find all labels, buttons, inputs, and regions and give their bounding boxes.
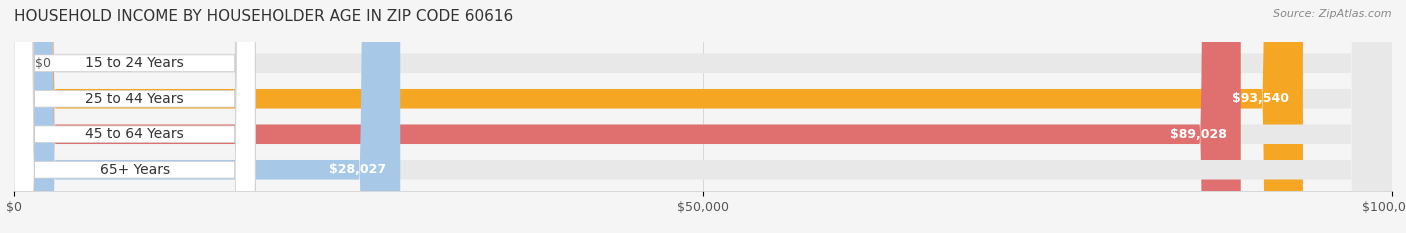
FancyBboxPatch shape [14,0,1303,233]
FancyBboxPatch shape [14,0,256,233]
FancyBboxPatch shape [14,0,1392,233]
Text: HOUSEHOLD INCOME BY HOUSEHOLDER AGE IN ZIP CODE 60616: HOUSEHOLD INCOME BY HOUSEHOLDER AGE IN Z… [14,9,513,24]
FancyBboxPatch shape [14,0,256,233]
FancyBboxPatch shape [14,0,1392,233]
FancyBboxPatch shape [14,0,1392,233]
Text: $28,027: $28,027 [329,163,387,176]
FancyBboxPatch shape [14,0,256,233]
Text: $93,540: $93,540 [1232,92,1289,105]
Text: $0: $0 [35,57,51,70]
FancyBboxPatch shape [14,0,256,233]
FancyBboxPatch shape [14,0,401,233]
Text: 25 to 44 Years: 25 to 44 Years [86,92,184,106]
Text: 45 to 64 Years: 45 to 64 Years [86,127,184,141]
Text: 65+ Years: 65+ Years [100,163,170,177]
FancyBboxPatch shape [14,0,1392,233]
Text: $89,028: $89,028 [1170,128,1227,141]
Text: Source: ZipAtlas.com: Source: ZipAtlas.com [1274,9,1392,19]
FancyBboxPatch shape [14,0,1240,233]
Text: 15 to 24 Years: 15 to 24 Years [86,56,184,70]
